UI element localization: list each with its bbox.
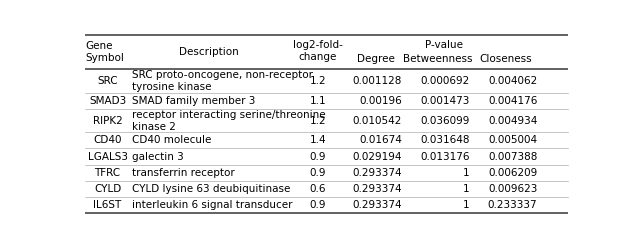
- Text: Gene: Gene: [85, 41, 113, 51]
- Text: 0.233337: 0.233337: [488, 200, 538, 210]
- Text: 0.013176: 0.013176: [420, 152, 469, 162]
- Text: SRC proto-oncogene, non-receptor
tyrosine kinase: SRC proto-oncogene, non-receptor tyrosin…: [132, 70, 313, 92]
- Text: RIPK2: RIPK2: [92, 116, 122, 126]
- Text: 0.007388: 0.007388: [488, 152, 538, 162]
- Text: 1.2: 1.2: [310, 116, 326, 126]
- Text: 0.293374: 0.293374: [352, 200, 402, 210]
- Text: receptor interacting serine/threonine
kinase 2: receptor interacting serine/threonine ki…: [132, 110, 326, 132]
- Text: CD40 molecule: CD40 molecule: [132, 135, 212, 145]
- Text: IL6ST: IL6ST: [94, 200, 122, 210]
- Text: 0.010542: 0.010542: [352, 116, 402, 126]
- Text: Description: Description: [179, 47, 239, 57]
- Text: log2-fold-
change: log2-fold- change: [293, 40, 343, 62]
- Text: 0.029194: 0.029194: [352, 152, 402, 162]
- Text: 0.293374: 0.293374: [352, 184, 402, 194]
- Text: transferrin receptor: transferrin receptor: [132, 168, 235, 178]
- Text: 0.293374: 0.293374: [352, 168, 402, 178]
- Text: 1.4: 1.4: [310, 135, 326, 145]
- Text: CYLD: CYLD: [94, 184, 121, 194]
- Text: 0.9: 0.9: [310, 200, 326, 210]
- Text: 0.004062: 0.004062: [488, 76, 538, 86]
- Text: Closeness: Closeness: [479, 54, 532, 64]
- Text: 0.9: 0.9: [310, 168, 326, 178]
- Text: TFRC: TFRC: [94, 168, 120, 178]
- Text: CD40: CD40: [93, 135, 122, 145]
- Text: 0.000692: 0.000692: [420, 76, 469, 86]
- Text: 0.6: 0.6: [310, 184, 326, 194]
- Text: 1.1: 1.1: [310, 96, 326, 106]
- Text: Degree: Degree: [357, 54, 395, 64]
- Text: galectin 3: galectin 3: [132, 152, 184, 162]
- Text: 1: 1: [463, 200, 469, 210]
- Text: 0.031648: 0.031648: [420, 135, 469, 145]
- Text: SMAD family member 3: SMAD family member 3: [132, 96, 256, 106]
- Text: 0.01674: 0.01674: [359, 135, 402, 145]
- Text: Betweenness: Betweenness: [403, 54, 473, 64]
- Text: 0.00196: 0.00196: [359, 96, 402, 106]
- Text: Symbol: Symbol: [85, 53, 124, 63]
- Text: SRC: SRC: [97, 76, 118, 86]
- Text: 1.2: 1.2: [310, 76, 326, 86]
- Text: 0.004934: 0.004934: [488, 116, 538, 126]
- Text: SMAD3: SMAD3: [89, 96, 126, 106]
- Text: 0.009623: 0.009623: [488, 184, 538, 194]
- Text: P-value: P-value: [425, 40, 463, 50]
- Text: 0.005004: 0.005004: [489, 135, 538, 145]
- Text: CYLD lysine 63 deubiquitinase: CYLD lysine 63 deubiquitinase: [132, 184, 291, 194]
- Text: 0.036099: 0.036099: [420, 116, 469, 126]
- Text: 0.001473: 0.001473: [420, 96, 469, 106]
- Text: interleukin 6 signal transducer: interleukin 6 signal transducer: [132, 200, 293, 210]
- Text: 0.001128: 0.001128: [352, 76, 402, 86]
- Text: 1: 1: [463, 184, 469, 194]
- Text: LGALS3: LGALS3: [87, 152, 127, 162]
- Text: 1: 1: [463, 168, 469, 178]
- Text: 0.004176: 0.004176: [488, 96, 538, 106]
- Text: 0.9: 0.9: [310, 152, 326, 162]
- Text: 0.006209: 0.006209: [488, 168, 538, 178]
